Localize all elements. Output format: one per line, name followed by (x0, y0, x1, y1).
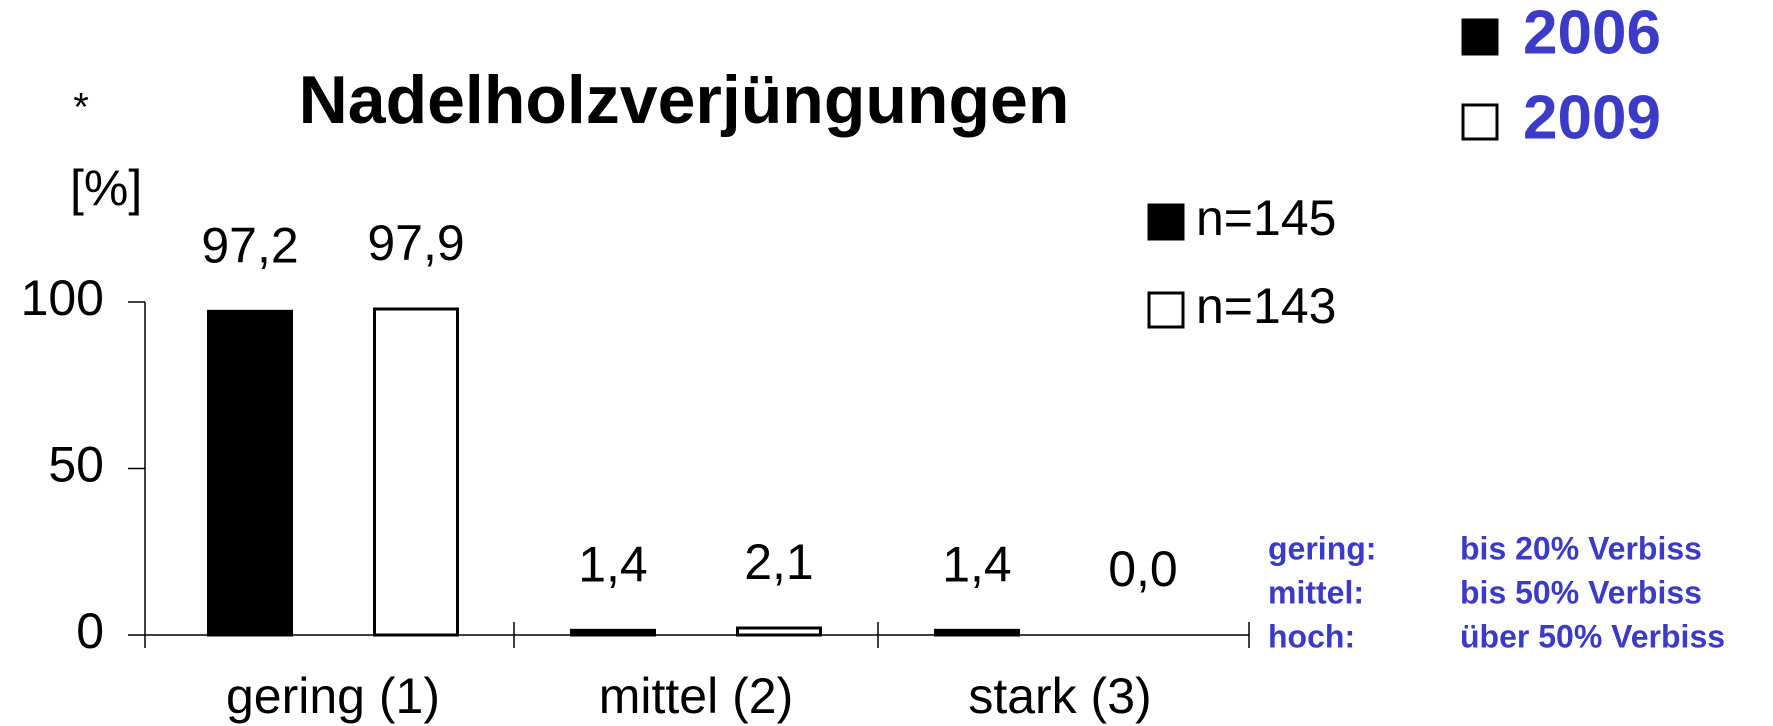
note-definition: bis 50% Verbiss (1460, 574, 1702, 610)
value-label: 0,0 (1108, 541, 1178, 597)
y-axis-label: [%] (70, 160, 142, 216)
x-tick-label: mittel (2) (599, 668, 793, 724)
x-tick-label: gering (1) (226, 668, 440, 724)
note-definition: bis 20% Verbiss (1460, 530, 1702, 566)
sample-size: n=143 (1196, 278, 1336, 334)
note-term: gering: (1268, 530, 1376, 566)
sample-size: n=145 (1196, 190, 1336, 246)
sample-swatch (1147, 203, 1185, 241)
x-tick-label: stark (3) (968, 668, 1151, 724)
y-tick-label: 50 (48, 437, 104, 493)
bar (207, 309, 293, 637)
y-tick-label: 0 (76, 603, 104, 659)
legend-swatch (1461, 103, 1499, 141)
note-definition: über 50% Verbiss (1460, 618, 1725, 654)
bar (373, 307, 459, 637)
sample-swatch (1147, 291, 1185, 329)
chart-title: Nadelholzverjüngungen (299, 62, 1070, 138)
value-label: 2,1 (744, 534, 814, 590)
bar (736, 626, 822, 637)
value-label: 1,4 (578, 537, 648, 593)
bar (570, 628, 656, 637)
marker: * (73, 86, 89, 130)
value-label: 97,2 (201, 218, 298, 274)
legend-swatch (1461, 18, 1499, 56)
legend-label: 2006 (1523, 0, 1661, 67)
note-term: mittel: (1268, 574, 1364, 610)
bar (934, 628, 1020, 637)
value-label: 1,4 (942, 537, 1012, 593)
value-label: 97,9 (367, 215, 464, 271)
y-tick-label: 100 (21, 270, 104, 326)
legend-label: 2009 (1523, 83, 1661, 152)
note-term: hoch: (1268, 618, 1355, 654)
